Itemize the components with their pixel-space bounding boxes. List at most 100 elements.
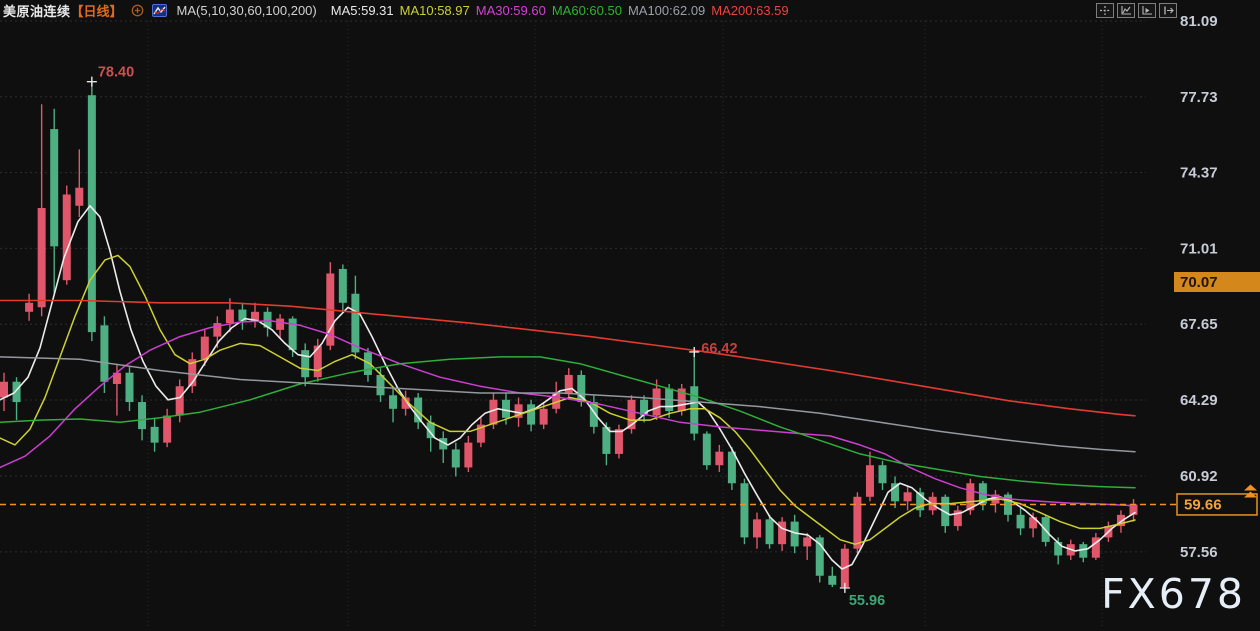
candle [338, 264, 347, 312]
candle [476, 417, 485, 448]
candle [150, 417, 159, 452]
candle [12, 377, 21, 421]
ma-line-ma5 [0, 205, 1136, 570]
candle [263, 307, 272, 337]
last-price-axis-chip: 59.66 [1176, 493, 1258, 516]
candle [527, 399, 536, 432]
candle [614, 424, 623, 459]
price-annotation: 78.40 [86, 65, 134, 87]
prev-close-axis-chip: 70.07 [1174, 272, 1260, 292]
ma-line-ma10 [0, 254, 1136, 545]
candle [100, 316, 109, 394]
candle [727, 447, 736, 491]
axis-tick-label: 67.65 [1180, 316, 1218, 333]
price-annotation: 66.42 [689, 341, 738, 357]
candle [50, 108, 59, 294]
ma-value: MA60:60.50 [551, 3, 622, 18]
candle [389, 388, 398, 423]
candle [125, 365, 134, 412]
candle [916, 487, 925, 518]
candle [0, 372, 8, 412]
indicator-play-icon[interactable] [1138, 3, 1156, 18]
candle [25, 293, 34, 321]
axis-tick-label: 60.92 [1180, 468, 1218, 485]
candle [715, 444, 724, 472]
candle [878, 460, 887, 491]
candle [439, 431, 448, 463]
symbol-title: 美原油连续【日线】 [3, 1, 123, 20]
axis-tick-label: 57.56 [1180, 544, 1218, 561]
ma-lines [0, 205, 1136, 570]
candle [313, 338, 322, 382]
candle [1091, 532, 1100, 560]
candle [865, 451, 874, 502]
annotation-label: 66.42 [701, 341, 737, 357]
crosshair-icon[interactable] [1096, 3, 1114, 18]
candle [112, 363, 121, 416]
svg-text:70.07: 70.07 [1180, 274, 1218, 291]
candle [451, 442, 460, 477]
chart-header: 美原油连续【日线】 MA(5,10,30,60,100,200) MA5:59.… [3, 0, 789, 21]
candle [1129, 499, 1138, 522]
candle [828, 566, 837, 588]
candle [1079, 541, 1088, 563]
ma-line-ma100 [0, 356, 1136, 453]
candle [251, 302, 259, 328]
candle [803, 532, 812, 560]
interval-label: 【日线】 [70, 4, 123, 19]
y-axis: 81.09 77.73 74.37 71.01 67.65 64.29 60.92 57.56… [1174, 13, 1260, 561]
candle [87, 81, 96, 342]
axis-tick-label: 64.29 [1180, 392, 1218, 409]
svg-text:59.66: 59.66 [1184, 496, 1222, 513]
collapse-right-icon[interactable] [1159, 3, 1177, 18]
candle [589, 395, 598, 434]
annotation-label: 55.96 [849, 593, 885, 609]
candle [301, 343, 310, 387]
axis-tick-label: 77.73 [1180, 89, 1218, 106]
candle [652, 379, 661, 421]
candle [903, 485, 912, 511]
candle [891, 476, 900, 509]
candle [991, 490, 1000, 513]
candle [225, 298, 234, 333]
candle [564, 368, 573, 400]
candle [627, 395, 636, 434]
candle [326, 262, 335, 351]
candle [138, 395, 147, 441]
add-indicator-icon[interactable] [131, 4, 144, 17]
price-annotation: 55.96 [839, 582, 885, 609]
axis-tick-label: 81.09 [1180, 13, 1218, 30]
candle [1054, 537, 1063, 565]
candle [1016, 508, 1025, 536]
candle [401, 390, 410, 416]
indicator-pane-icon[interactable] [1117, 3, 1135, 18]
chart-toolbar [1096, 3, 1177, 18]
axis-tick-label: 74.37 [1180, 165, 1218, 182]
symbol-name: 美原油连续 [3, 4, 71, 19]
candle [978, 480, 987, 511]
line-chart-logo-icon[interactable] [151, 4, 167, 17]
jump-to-latest-arrows[interactable] [1244, 484, 1257, 498]
candle [376, 368, 385, 403]
candle [790, 514, 799, 554]
candle [276, 314, 285, 339]
candle [1004, 492, 1012, 522]
candle [953, 505, 962, 531]
ma-line-ma60 [0, 356, 1136, 489]
fx678-watermark: FX678 [1101, 570, 1246, 618]
axis-tick-label: 71.01 [1180, 240, 1218, 257]
candle [62, 185, 71, 285]
candle [188, 352, 197, 394]
candle [702, 431, 711, 470]
ma-line-ma30 [0, 320, 1136, 507]
ma-value: MA200:63.59 [711, 3, 789, 18]
candle [75, 149, 84, 218]
ma-value: MA100:62.09 [627, 3, 706, 18]
ma-value: MA5:59.31 [330, 3, 394, 18]
candle [753, 512, 761, 549]
ma-values: MA5:59.31 MA10:58.97 MA30:59.60 MA60:60.50 M… [325, 3, 789, 18]
candle [778, 517, 787, 551]
gridlines [0, 20, 1146, 628]
